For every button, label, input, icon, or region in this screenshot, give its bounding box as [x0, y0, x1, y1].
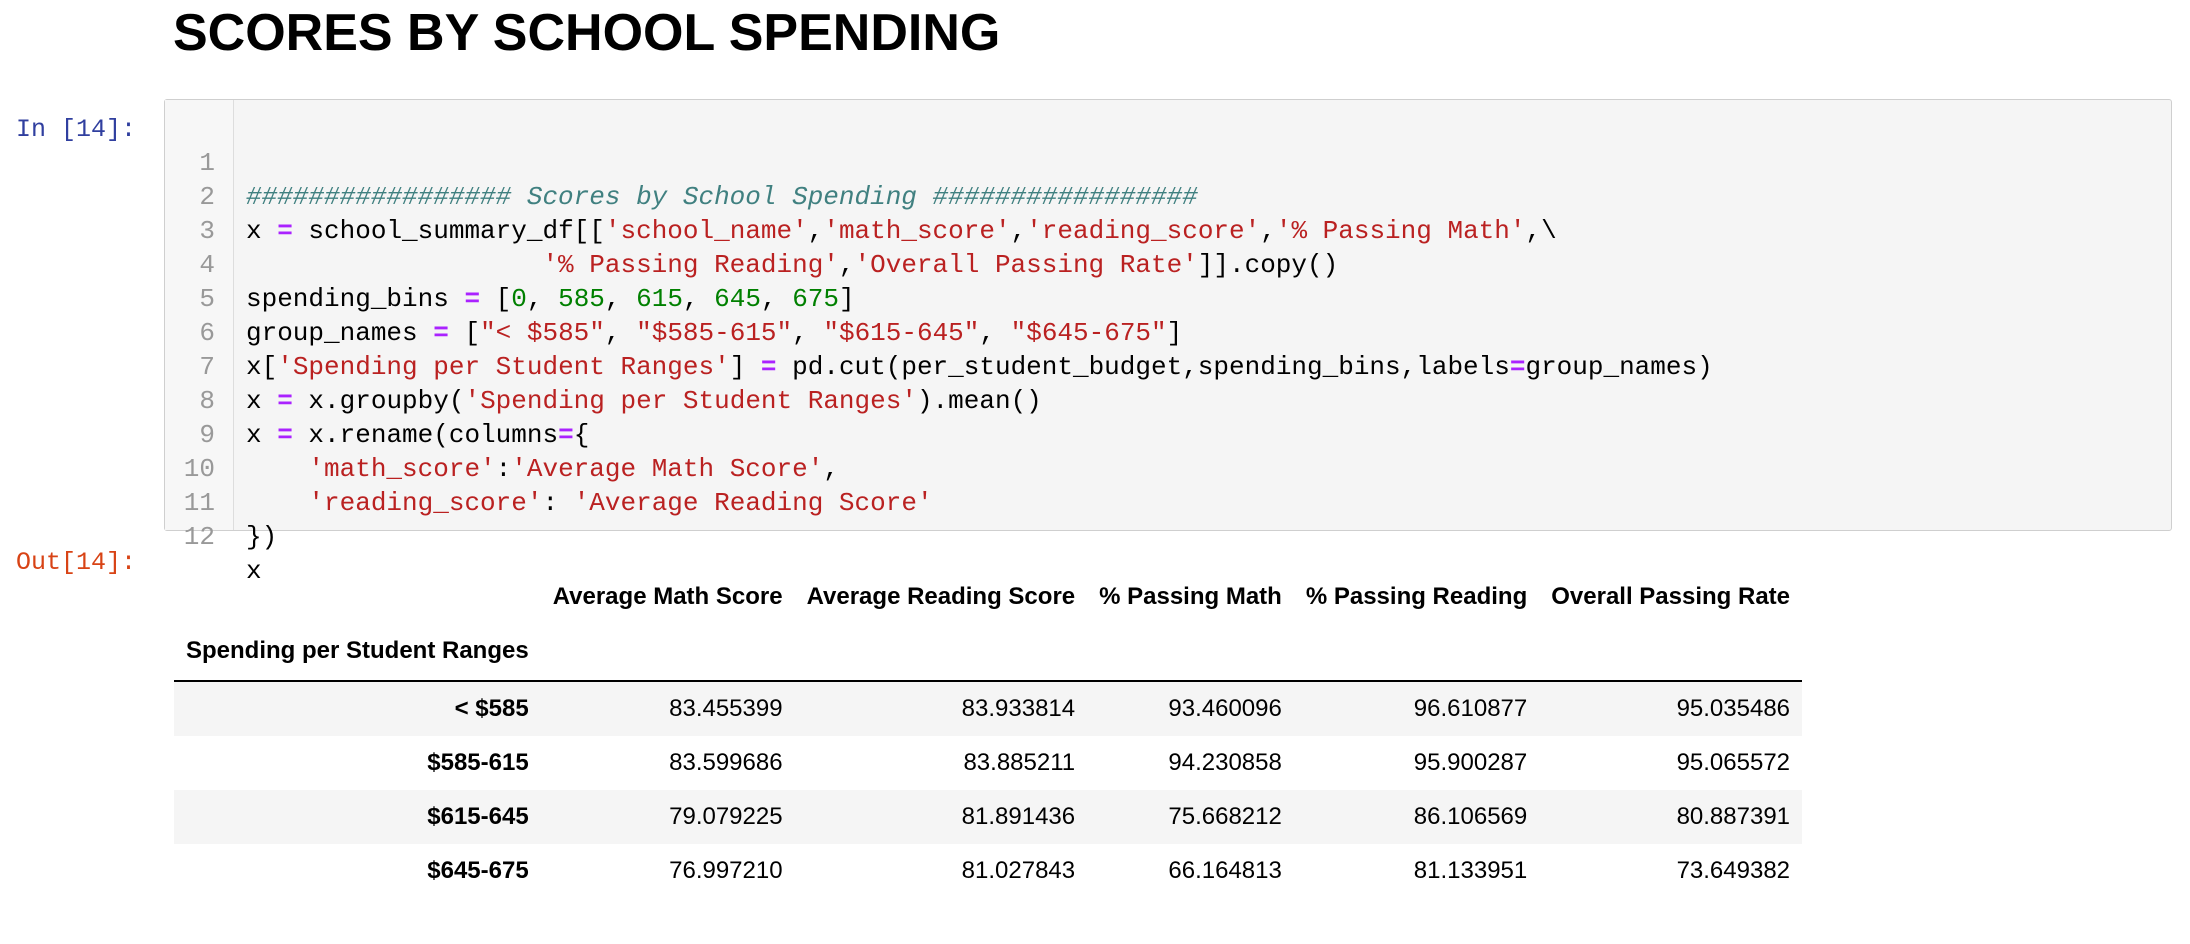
input-prompt: In [14]:	[16, 115, 137, 144]
code-cell-editor[interactable]: 1 ################# Scores by School Spe…	[164, 99, 2172, 586]
table-row: $645-675 76.997210 81.027843 66.164813 8…	[174, 844, 1802, 898]
row-index: < $585	[454, 695, 529, 722]
table-cell: 81.027843	[961, 857, 1076, 884]
code-line-3: 3 '% Passing Reading','Overall Passing R…	[165, 180, 2171, 280]
index-name: Spending per Student Ranges	[186, 637, 529, 664]
table-cell: 66.164813	[1168, 857, 1282, 884]
line-number: 1	[199, 148, 215, 178]
line-number-gutter	[165, 100, 234, 530]
code-comment: ################# Scores by School Spend…	[246, 182, 1198, 212]
code-line-10: 10 'reading_score': 'Average Reading Sco…	[165, 418, 2171, 518]
table-cell: 95.065572	[1676, 749, 1791, 776]
code-line-11: 11 })	[165, 452, 2171, 552]
code-line-7: 7 x = x.groupby('Spending per Student Ra…	[165, 316, 2171, 416]
column-header: Overall Passing Rate	[1551, 583, 1791, 610]
row-index: $585-615	[427, 749, 529, 776]
line-number: 7	[199, 352, 215, 382]
dataframe-output: Average Math Score Average Reading Score…	[174, 572, 1803, 898]
table-cell: 83.885211	[963, 749, 1076, 776]
row-index: $645-675	[427, 857, 529, 884]
table-cell: 95.900287	[1413, 749, 1528, 776]
table-cell: 93.460096	[1168, 695, 1282, 722]
line-number: 6	[199, 318, 215, 348]
table-cell: 83.455399	[669, 695, 783, 722]
table-cell: 80.887391	[1676, 803, 1791, 830]
table-cell: 83.933814	[961, 695, 1076, 722]
line-number: 3	[199, 216, 215, 246]
code-line-9: 9 'math_score':'Average Math Score',	[165, 384, 2171, 484]
header-blank	[174, 572, 541, 622]
table-cell: 81.891436	[961, 803, 1076, 830]
table-cell: 94.230858	[1168, 749, 1282, 776]
code-line-1: 1 ################# Scores by School Spe…	[165, 112, 2171, 212]
table-row: $615-645 79.079225 81.891436 75.668212 8…	[174, 790, 1803, 844]
code-line-8: 8 x = x.rename(columns={	[165, 350, 2171, 450]
table-cell: 83.599686	[669, 749, 783, 776]
code-line-4: 4 spending_bins = [0, 585, 615, 645, 675…	[165, 214, 2171, 314]
code-line-12: 12 x	[165, 486, 2171, 586]
table-cell: 81.133951	[1413, 857, 1528, 884]
column-header: Average Math Score	[552, 583, 783, 610]
table-cell: 86.106569	[1413, 803, 1528, 830]
table-cell: 95.035486	[1676, 695, 1791, 722]
table-cell: 79.079225	[669, 803, 783, 830]
table-cell: 76.997210	[669, 857, 783, 884]
line-number: 11	[183, 488, 215, 518]
table-cell: 75.668212	[1168, 803, 1282, 830]
code-line-5: 5 group_names = ["< $585", "$585-615", "…	[165, 248, 2171, 348]
code-line-6: 6 x['Spending per Student Ranges'] = pd.…	[165, 282, 2171, 382]
line-number: 12	[183, 522, 215, 552]
section-heading: SCORES BY SCHOOL SPENDING	[173, 4, 1001, 62]
index-name-row: Spending per Student Ranges	[174, 622, 1803, 681]
table-row: $585-615 83.599686 83.885211 94.230858 9…	[174, 736, 1802, 790]
row-index: $615-645	[427, 803, 529, 830]
dataframe-table: Average Math Score Average Reading Score…	[174, 572, 1803, 898]
column-header-row: Average Math Score Average Reading Score…	[174, 572, 1802, 622]
line-number: 2	[199, 182, 215, 212]
column-header: % Passing Math	[1099, 583, 1282, 610]
column-header: Average Reading Score	[806, 583, 1076, 610]
table-row: < $585 83.455399 83.933814 93.460096 96.…	[174, 681, 1803, 736]
table-cell: 96.610877	[1413, 695, 1528, 722]
table-cell: 73.649382	[1676, 857, 1791, 884]
code-line-2: 2 x = school_summary_df[['school_name','…	[165, 146, 2171, 246]
code-lines: 1 ################# Scores by School Spe…	[165, 112, 2171, 586]
line-number: 8	[199, 386, 215, 416]
output-prompt: Out[14]:	[16, 548, 137, 577]
line-number: 4	[199, 250, 215, 280]
column-header: % Passing Reading	[1305, 583, 1528, 610]
line-number: 9	[199, 420, 215, 450]
line-number: 5	[199, 284, 215, 314]
line-number: 10	[183, 454, 215, 484]
